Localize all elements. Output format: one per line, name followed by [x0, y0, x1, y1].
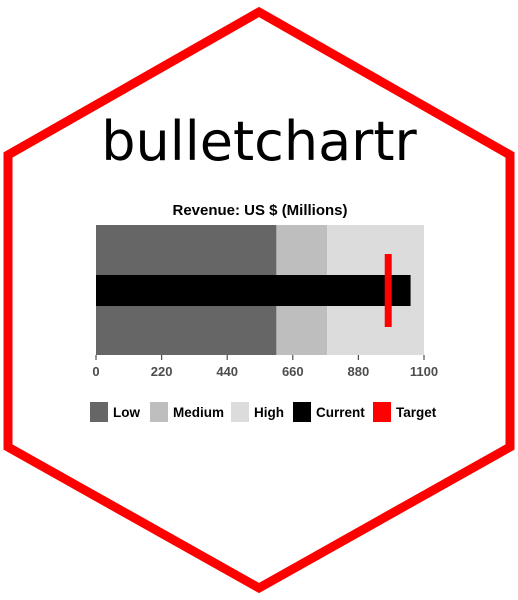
legend-item-high: High [231, 402, 284, 422]
legend-item-low: Low [90, 402, 140, 422]
legend-key-target [373, 402, 391, 422]
legend-label-current: Current [316, 405, 365, 420]
x-tick-label: 220 [151, 364, 173, 379]
legend-label-target: Target [396, 405, 437, 420]
chart-title: Revenue: US $ (Millions) [172, 202, 347, 219]
legend-label-medium: Medium [173, 405, 224, 420]
current-bar-group [96, 275, 411, 306]
legend-label-high: High [254, 405, 284, 420]
logo-title: bulletchartr [101, 110, 417, 173]
legend-key-current [293, 402, 311, 422]
x-tick-label: 0 [92, 364, 99, 379]
current-bar [96, 275, 411, 306]
legend: Low Medium High Current Target [90, 402, 437, 422]
legend-key-low [90, 402, 108, 422]
target-marker-group [384, 254, 392, 327]
x-axis: 0 220 440 660 880 1100 [92, 355, 438, 379]
target-marker [384, 254, 392, 327]
bullet-chart: Revenue: US $ (Millions) 0 220 440 660 880 11… [90, 202, 438, 422]
x-tick-label: 880 [348, 364, 370, 379]
x-tick-label: 660 [282, 364, 304, 379]
x-tick-label: 440 [216, 364, 238, 379]
legend-key-medium [150, 402, 168, 422]
legend-item-target: Target [373, 402, 437, 422]
legend-key-high [231, 402, 249, 422]
legend-item-current: Current [293, 402, 365, 422]
legend-label-low: Low [113, 405, 140, 420]
legend-item-medium: Medium [150, 402, 224, 422]
x-tick-label: 1100 [410, 364, 438, 379]
